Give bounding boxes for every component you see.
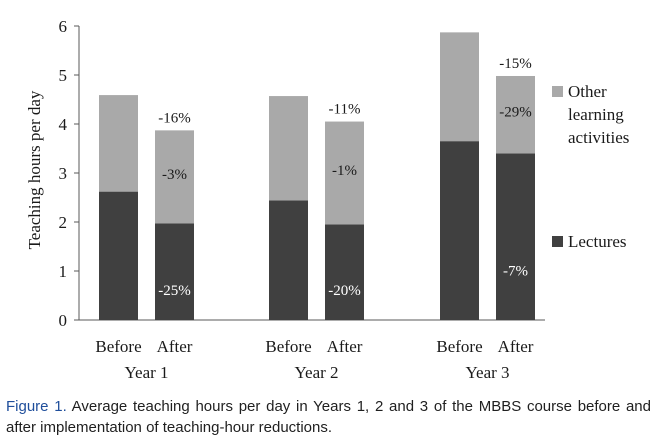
bar-labels: -16% -3% -25% -11% -1% -20% -15% -29% -7% — [158, 56, 532, 299]
figure-caption: Figure 1. Average teaching hours per day… — [6, 396, 651, 438]
y-tick-label: 2 — [59, 213, 68, 232]
figure-caption-text: Average teaching hours per day in Years … — [6, 398, 651, 436]
lectures-change-label: -25% — [158, 283, 191, 299]
figure-caption-label: Figure 1. — [6, 398, 67, 415]
other-change-label: -3% — [162, 167, 187, 183]
bar-lectures — [325, 224, 364, 320]
legend-label-other-line1: Other — [568, 82, 607, 101]
y-tick-label: 4 — [59, 115, 68, 134]
group-labels: Before After Year 1 Before After Year 2 Before… — [95, 337, 533, 382]
bar-other — [99, 95, 138, 192]
group-label: Year 3 — [465, 363, 509, 382]
lectures-change-label: -20% — [328, 283, 361, 299]
bars — [99, 32, 535, 320]
bar-category-label: Before — [265, 337, 311, 356]
legend-label-other-line2: learning — [568, 105, 624, 124]
group-label: Year 2 — [294, 363, 338, 382]
bar-lectures — [496, 153, 535, 320]
bar-lectures — [99, 191, 138, 320]
bar-lectures — [155, 223, 194, 320]
y-tick-label: 6 — [59, 17, 68, 36]
bar-category-label: After — [157, 337, 193, 356]
other-change-label: -1% — [332, 163, 357, 179]
bar-other — [440, 32, 479, 142]
total-change-label: -16% — [158, 110, 191, 126]
total-change-label: -11% — [329, 102, 361, 118]
legend: Other learning activities Lectures — [552, 82, 629, 251]
y-tick-label: 1 — [59, 262, 68, 281]
y-axis-ticks: 0 1 2 3 4 5 6 — [59, 17, 79, 330]
bar-other — [496, 75, 535, 154]
bar-category-label: After — [498, 337, 534, 356]
bar-other — [269, 96, 308, 201]
bar-category-label: After — [327, 337, 363, 356]
total-change-label: -15% — [499, 56, 532, 72]
bar-lectures — [440, 141, 479, 320]
bar-other — [325, 121, 364, 225]
group-label: Year 1 — [124, 363, 168, 382]
bar-other — [155, 130, 194, 224]
y-tick-label: 0 — [59, 311, 68, 330]
legend-label-lectures: Lectures — [568, 232, 627, 251]
legend-swatch-other — [552, 86, 563, 97]
bar-lectures — [269, 200, 308, 320]
bar-category-label: Before — [436, 337, 482, 356]
legend-label-other-line3: activities — [568, 128, 629, 147]
bar-category-label: Before — [95, 337, 141, 356]
other-change-label: -29% — [499, 105, 532, 121]
y-axis-label: Teaching hours per day — [25, 90, 44, 249]
lectures-change-label: -7% — [503, 263, 528, 279]
y-tick-label: 5 — [59, 66, 68, 85]
y-tick-label: 3 — [59, 164, 68, 183]
stacked-bar-chart: Teaching hours per day 0 1 2 3 4 5 6 -16% -3% -2… — [25, 17, 629, 382]
legend-swatch-lectures — [552, 236, 563, 247]
